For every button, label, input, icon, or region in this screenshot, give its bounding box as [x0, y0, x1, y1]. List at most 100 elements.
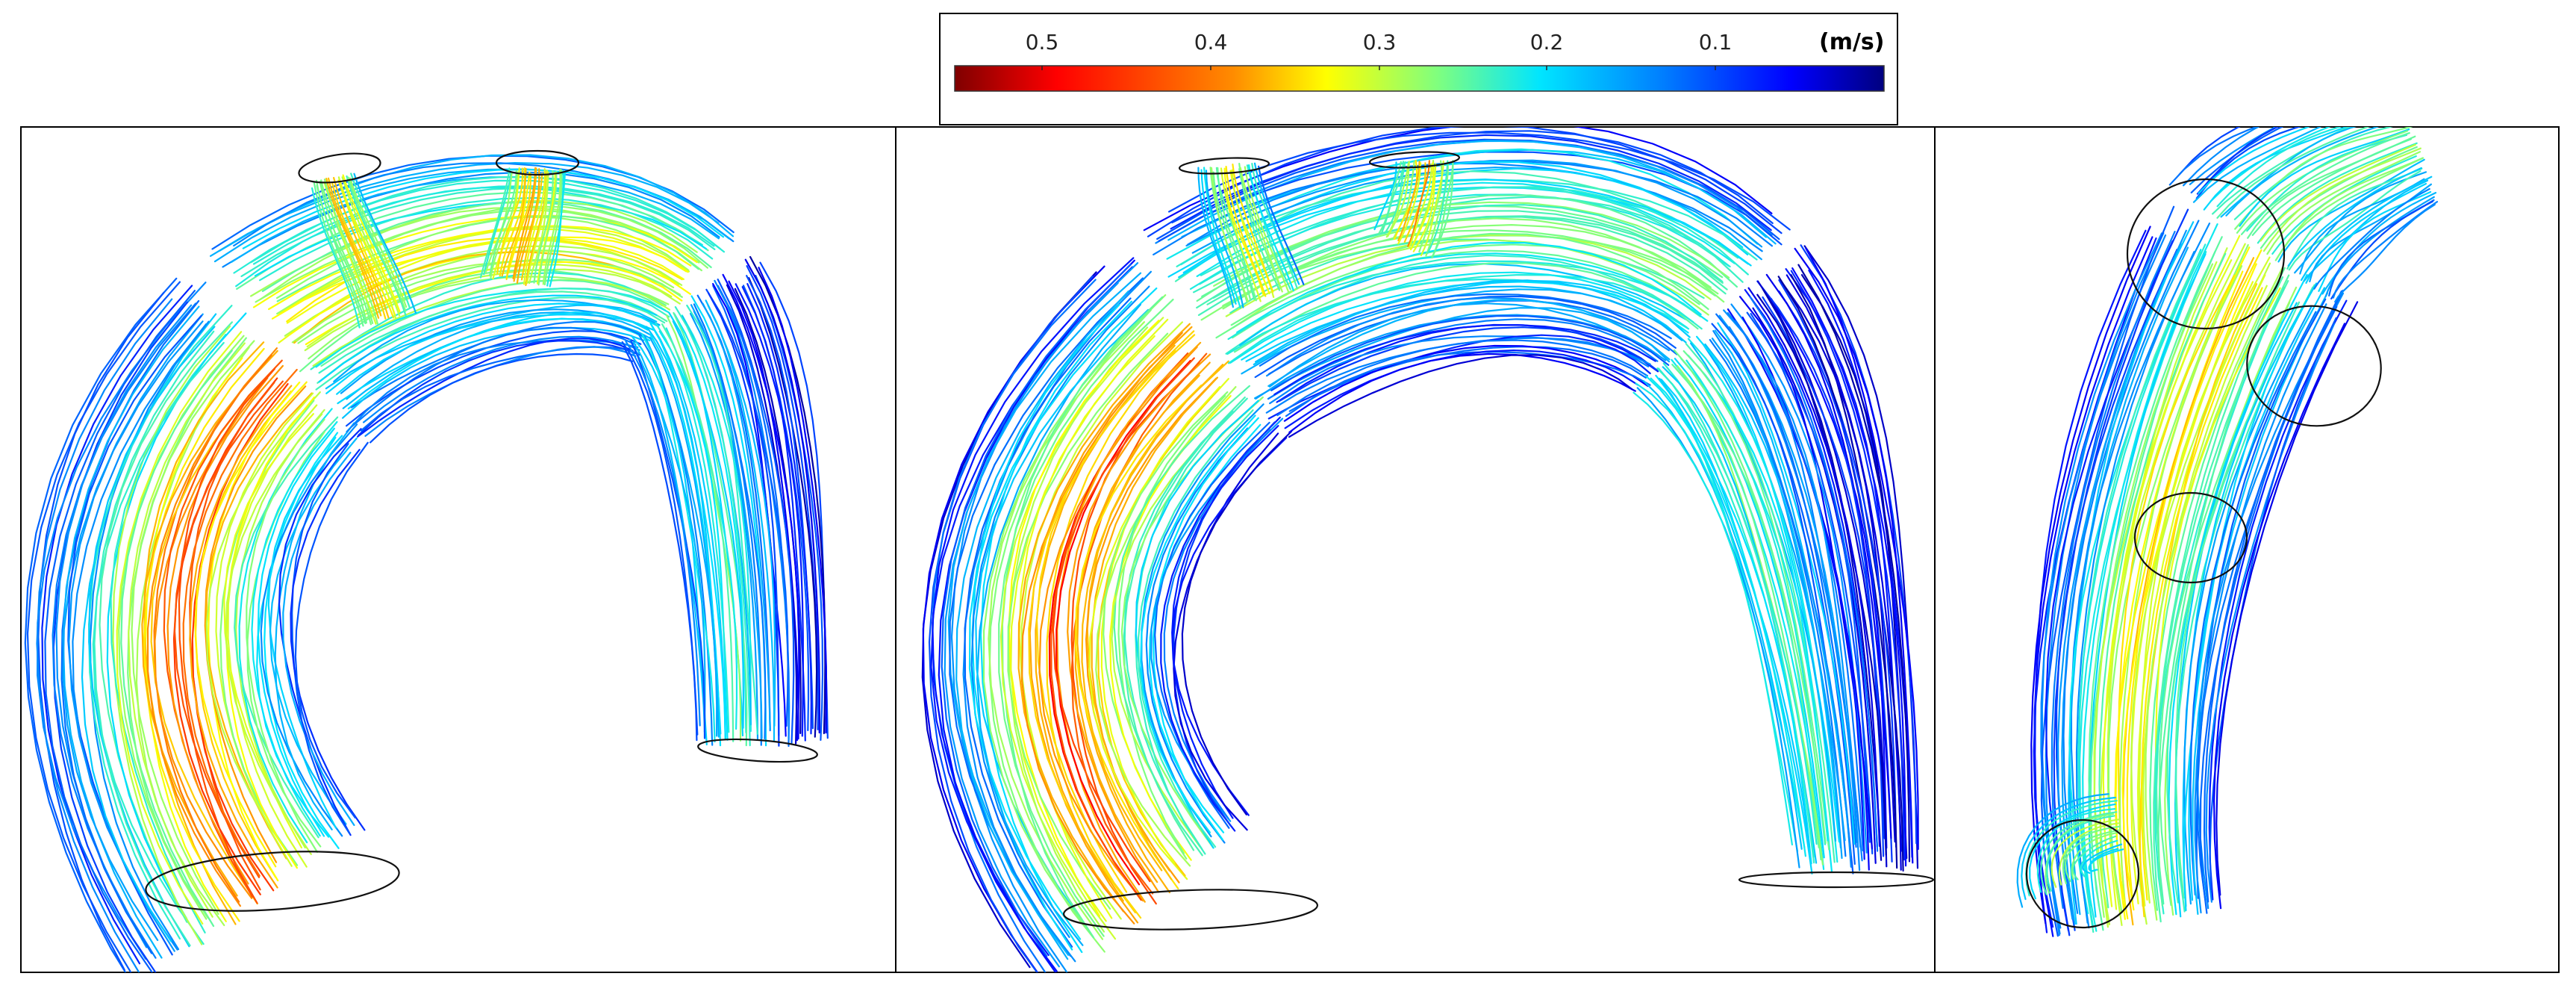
streamline: [1020, 321, 1183, 920]
streamline: [1171, 437, 1288, 816]
streamline: [327, 177, 382, 317]
streamline: [141, 350, 278, 897]
streamline: [2313, 187, 2430, 290]
streamline: [2174, 302, 2298, 918]
streamline: [483, 171, 512, 276]
streamline: [1384, 161, 1406, 234]
streamline: [315, 296, 666, 391]
streamline: [131, 340, 255, 915]
streamline: [364, 346, 637, 437]
streamline: [702, 302, 771, 731]
streamline: [2212, 323, 2346, 910]
streamline: [41, 285, 193, 965]
streamline: [2266, 151, 2421, 255]
streamline: [1117, 394, 1226, 854]
colorbar-tick-label: 0.1: [1699, 30, 1733, 55]
streamline: [259, 196, 714, 282]
streamline: [1123, 410, 1234, 850]
streamline: [681, 314, 752, 733]
vessel-outlines: [145, 149, 2382, 931]
streamline: [1074, 384, 1203, 889]
streamline: [267, 435, 343, 829]
streamline: [1677, 365, 1824, 866]
streamline: [1171, 130, 1774, 224]
streamline: [1645, 375, 1806, 857]
streamline: [505, 171, 531, 279]
streamline: [1187, 162, 1763, 252]
outlet-ring: [1738, 871, 1935, 889]
streamline: [353, 173, 417, 314]
streamline: [2183, 293, 2312, 912]
streamline: [222, 171, 720, 268]
streamline: [1220, 167, 1262, 302]
streamline: [333, 176, 390, 319]
streamline: [325, 178, 380, 319]
streamline: [2286, 167, 2423, 270]
streamline: [2072, 835, 2117, 880]
streamline: [208, 381, 301, 882]
streamline: [1160, 416, 1281, 832]
streamline: [2192, 127, 2322, 203]
streamline: [1238, 163, 1282, 289]
streamline: [944, 262, 1139, 968]
streamline: [1145, 427, 1249, 844]
streamline: [263, 432, 340, 849]
streamline: [294, 441, 369, 819]
streamline: [1181, 149, 1768, 238]
streamline: [950, 282, 1119, 972]
panel-right-view: [1934, 126, 2560, 973]
streamline: [290, 449, 366, 831]
streamline: [2251, 138, 2412, 236]
streamline: [1222, 217, 1725, 310]
streamline: [1196, 181, 1735, 277]
streamline: [291, 443, 351, 835]
streamline: [1712, 330, 1852, 868]
streamline: [705, 299, 776, 742]
streamline: [310, 272, 664, 370]
streamline: [2130, 262, 2271, 925]
streamline: [979, 300, 1132, 954]
streamline: [665, 314, 742, 742]
streamline: [350, 173, 411, 308]
streamline: [955, 291, 1129, 956]
inlet-ring: [1063, 889, 1318, 931]
streamline: [323, 178, 378, 325]
streamline: [1685, 343, 1836, 863]
streamline: [89, 320, 210, 951]
streamline: [342, 326, 645, 419]
streamline: [2195, 127, 2302, 199]
streamline: [1055, 360, 1191, 886]
streamline: [1229, 271, 1688, 364]
streamline: [242, 169, 725, 249]
streamline: [227, 404, 318, 868]
streamline: [632, 341, 706, 737]
streamline: [1197, 167, 1234, 308]
outlet-ring: [495, 149, 580, 176]
streamline: [479, 167, 511, 279]
streamline: [110, 341, 225, 934]
colorbar: 0.5 0.4 0.3 0.2 0.1 (m/s): [939, 13, 1898, 125]
streamline: [2277, 158, 2425, 263]
streamline: [319, 181, 372, 326]
streamline: [1203, 167, 1241, 309]
streamline: [1276, 323, 1659, 403]
streamline: [99, 321, 233, 923]
streamline: [246, 418, 325, 854]
streamline: [1137, 409, 1254, 848]
streamline: [1723, 309, 1862, 848]
streamline: [2183, 127, 2260, 187]
streamline: [686, 304, 758, 735]
streamline: [976, 303, 1141, 946]
streamline: [256, 436, 337, 838]
streamline: [938, 259, 1135, 972]
streamline: [690, 312, 759, 740]
streamline: [2062, 220, 2200, 914]
colorbar-ticks: 0.5 0.4 0.3 0.2 0.1: [1026, 30, 1733, 70]
streamline: [2190, 127, 2284, 193]
streamline: [643, 335, 718, 737]
streamline: [1279, 326, 1658, 402]
streamline: [369, 352, 634, 444]
streamline: [2205, 323, 2336, 903]
streamline: [240, 187, 716, 277]
